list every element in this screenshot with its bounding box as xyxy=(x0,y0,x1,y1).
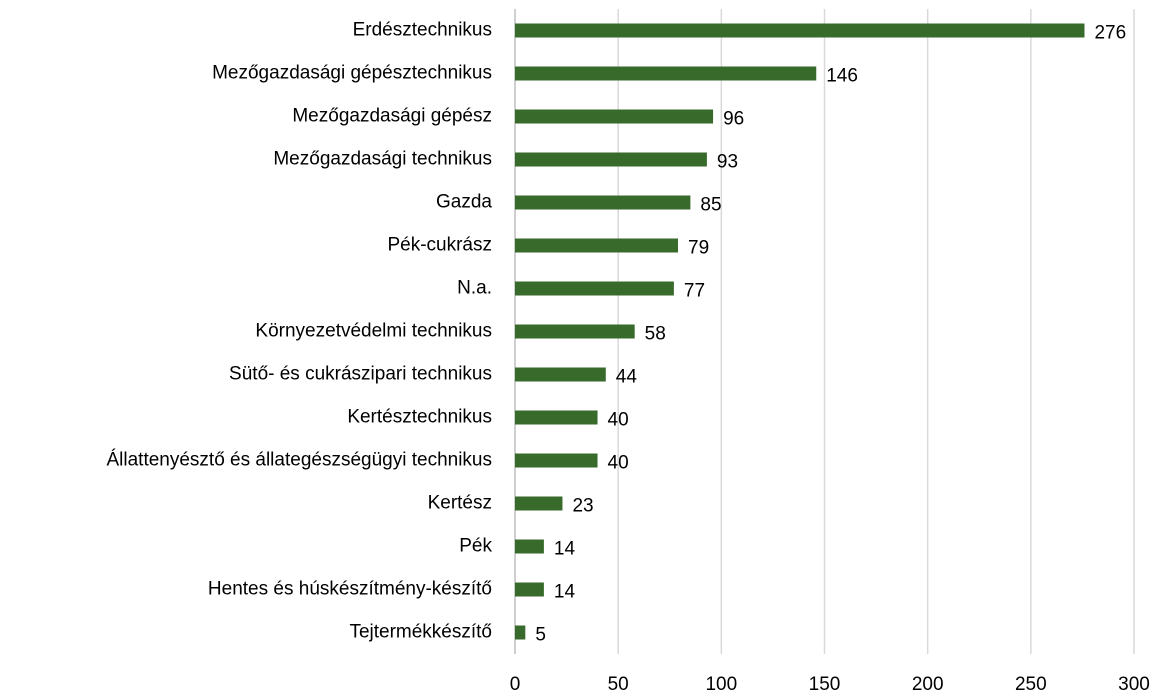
y-tick-label: Mezőgazdasági technikus xyxy=(273,149,492,170)
y-tick-label: Sütő- és cukrászipari technikus xyxy=(229,364,492,385)
y-tick-label: Erdésztechnikus xyxy=(353,20,492,41)
bar xyxy=(515,238,679,253)
y-tick-label: Pék-cukrász xyxy=(387,235,492,256)
x-tick-label: 150 xyxy=(809,674,841,695)
y-tick-label: Környezetvédelmi technikus xyxy=(255,321,492,342)
y-tick-label: Mezőgazdasági gépész xyxy=(292,106,492,127)
bar xyxy=(515,281,674,296)
bar xyxy=(515,625,526,640)
value-label: 96 xyxy=(723,109,744,130)
value-label: 14 xyxy=(554,582,576,603)
bar xyxy=(515,66,817,81)
x-tick-label: 300 xyxy=(1118,674,1150,695)
value-label: 77 xyxy=(684,281,705,302)
x-tick-label: 250 xyxy=(1015,674,1047,695)
bar xyxy=(515,410,598,425)
y-tick-label: Állattenyésztő és állategészségügyi tech… xyxy=(106,450,492,471)
bar xyxy=(515,582,544,597)
y-tick-label: Hentes és húskészítmény-készítő xyxy=(208,579,492,600)
value-label: 146 xyxy=(826,66,858,87)
x-tick-label: 50 xyxy=(608,674,629,695)
value-label: 85 xyxy=(700,195,721,216)
y-tick-label: Gazda xyxy=(436,192,492,213)
bar xyxy=(515,195,691,210)
bar xyxy=(515,324,635,339)
y-tick-label: Pék xyxy=(459,536,492,557)
bar xyxy=(515,539,544,554)
value-label: 5 xyxy=(535,625,546,646)
x-tick-label: 100 xyxy=(705,674,737,695)
x-tick-label: 0 xyxy=(510,674,521,695)
y-tick-label: Kertésztechnikus xyxy=(347,407,492,428)
value-label: 40 xyxy=(608,453,629,474)
bar xyxy=(515,23,1085,38)
value-label: 23 xyxy=(572,496,593,517)
y-tick-label: Kertész xyxy=(428,493,492,514)
value-label: 79 xyxy=(688,238,709,259)
bar xyxy=(515,109,714,124)
value-label: 58 xyxy=(645,324,666,345)
bar xyxy=(515,453,598,468)
bar xyxy=(515,367,606,382)
y-tick-label: Tejtermékkészítő xyxy=(349,622,492,643)
value-label: 40 xyxy=(608,410,629,431)
bar xyxy=(515,152,707,167)
y-tick-label: N.a. xyxy=(457,278,492,299)
value-label: 44 xyxy=(616,367,638,388)
value-label: 93 xyxy=(717,152,738,173)
x-tick-label: 200 xyxy=(912,674,944,695)
value-label: 14 xyxy=(554,539,576,560)
bar xyxy=(515,496,563,511)
y-tick-label: Mezőgazdasági gépésztechnikus xyxy=(212,63,492,84)
value-label: 276 xyxy=(1094,23,1126,44)
